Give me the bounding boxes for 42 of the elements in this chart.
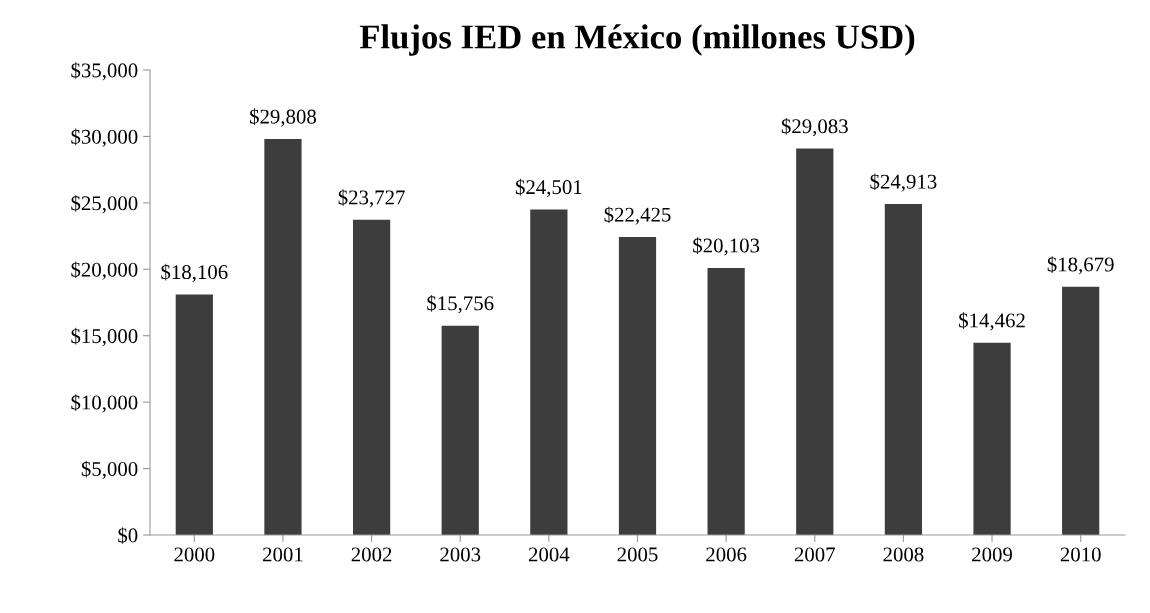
- data-label: $20,103: [693, 237, 760, 256]
- x-tick-label: 2002: [351, 547, 392, 562]
- bar: [973, 342, 1011, 535]
- x-tick-label: 2009: [972, 547, 1013, 562]
- bar: [441, 325, 479, 535]
- bar: [618, 237, 657, 535]
- y-tick-label: $0: [118, 527, 138, 544]
- x-tick-label: 2007: [794, 547, 836, 562]
- data-label: $18,679: [1047, 256, 1114, 275]
- data-label: $24,913: [870, 173, 937, 192]
- data-label: $29,808: [250, 108, 317, 127]
- x-tick-label: 2008: [883, 547, 924, 562]
- data-label: $18,106: [161, 263, 228, 283]
- bar: [530, 209, 568, 535]
- x-tick-label: 2005: [617, 547, 658, 562]
- x-tick-label: 2000: [174, 547, 215, 562]
- bar: [352, 219, 391, 535]
- data-label: $22,425: [604, 206, 671, 225]
- x-tick-label: 2003: [440, 547, 481, 562]
- bar: [707, 267, 745, 535]
- y-tick-label: $15,000: [71, 327, 138, 347]
- bar: [175, 294, 213, 535]
- y-tick-label: $25,000: [71, 195, 138, 214]
- data-label: $23,727: [338, 189, 405, 208]
- bar: [264, 138, 302, 535]
- bar: [796, 148, 834, 535]
- bar: [1062, 286, 1100, 535]
- x-tick-label: 2006: [706, 547, 747, 562]
- data-label: $29,083: [781, 117, 848, 137]
- x-tick-label: 2010: [1060, 547, 1101, 562]
- data-label: $14,462: [959, 312, 1025, 331]
- x-tick-label: 2001: [263, 547, 303, 562]
- bar: [884, 204, 923, 535]
- y-tick-label: $35,000: [71, 62, 138, 81]
- y-tick-label: $20,000: [71, 261, 138, 280]
- x-tick-label: 2004: [528, 547, 570, 562]
- chart-title: Flujos IED en México (millones USD): [359, 24, 915, 56]
- data-label: $15,756: [427, 295, 494, 314]
- y-tick-label: $5,000: [81, 460, 138, 479]
- y-tick-label: $10,000: [71, 394, 138, 413]
- y-tick-label: $30,000: [71, 128, 138, 147]
- data-label: $24,501: [515, 178, 582, 198]
